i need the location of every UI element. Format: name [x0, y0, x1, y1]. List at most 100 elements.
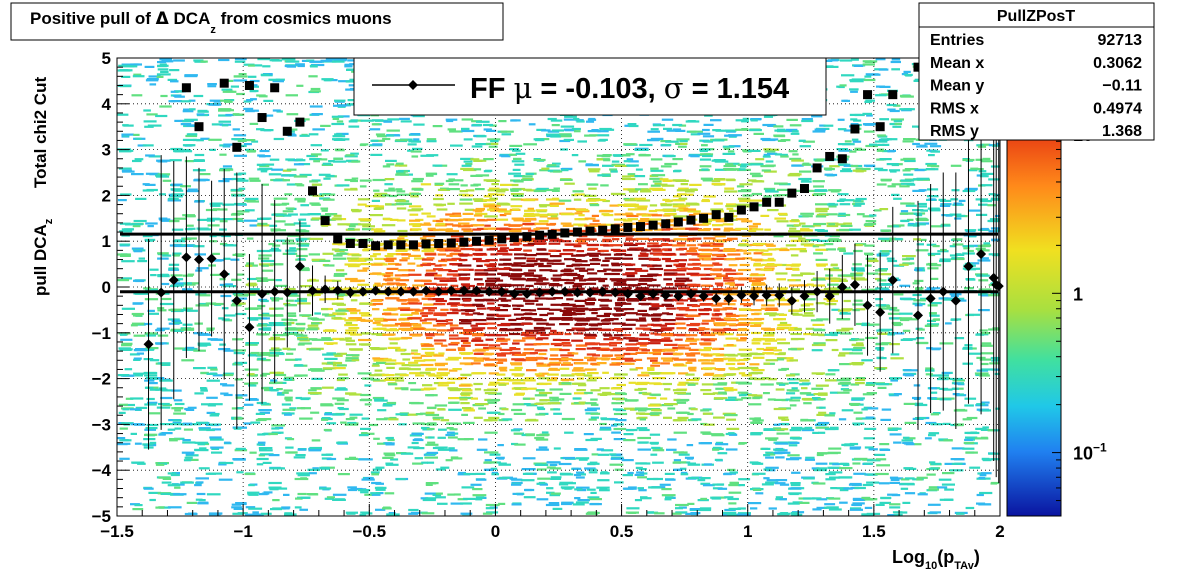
mean-point [421, 285, 432, 296]
sigma-point [673, 217, 683, 227]
y-tick-label: −4 [92, 461, 112, 480]
sigma-point [257, 113, 267, 123]
mean-point [824, 291, 835, 302]
sigma-point [711, 210, 721, 220]
sigma-point [308, 186, 318, 196]
mean-point [509, 288, 520, 299]
mean-point [837, 282, 848, 292]
mean-point [282, 287, 293, 298]
sigma-point [509, 233, 519, 243]
stats-label: Mean y [930, 78, 984, 95]
mean-point [408, 286, 419, 297]
sigma-point [345, 238, 355, 248]
mean-point [799, 291, 810, 302]
sigma-point [181, 83, 191, 93]
mean-point [484, 286, 495, 297]
mean-point [294, 261, 305, 272]
stats-label: Mean x [930, 55, 984, 72]
mean-point [736, 290, 747, 301]
y-tick-label: −5 [92, 507, 111, 526]
stats-value: 0.3062 [1093, 55, 1142, 72]
mean-point [345, 287, 356, 298]
sigma-point [333, 234, 343, 244]
mean-point [458, 285, 469, 296]
sigma-point [774, 197, 784, 207]
mean-point [875, 307, 886, 318]
sigma-point [635, 222, 645, 232]
x-tick-label: −1 [233, 522, 252, 541]
mean-point [749, 291, 760, 302]
stats-title: PullZPosT [997, 8, 1075, 25]
sigma-point [446, 238, 456, 248]
sigma-point [295, 117, 305, 127]
mean-point [723, 293, 734, 304]
title-box [10, 2, 504, 41]
mean-point [849, 279, 860, 290]
x-tick-label: −0.5 [353, 522, 387, 541]
mean-point [711, 293, 722, 304]
sigma-point [320, 216, 330, 226]
mean-point [585, 287, 596, 298]
mean-point [395, 286, 406, 297]
mean-point [925, 293, 936, 304]
x-tick-label: 2 [995, 522, 1004, 541]
mean-point [383, 286, 394, 297]
sigma-point [724, 212, 734, 222]
mean-point [433, 286, 444, 297]
sigma-point [648, 220, 658, 230]
y-axis-title: pull DCAz [31, 218, 55, 296]
sigma-point [598, 225, 608, 235]
colorbar-label: 10−1 [1073, 441, 1107, 464]
mean-point [862, 300, 873, 311]
stats-label: Entries [930, 32, 984, 49]
sigma-point [850, 124, 860, 134]
sigma-point [837, 154, 847, 164]
sigma-point [762, 197, 772, 207]
stats-label: RMS y [930, 123, 979, 140]
pull-heatmap [117, 58, 1000, 516]
mean-point [357, 286, 368, 297]
stats-value: −0.11 [1102, 78, 1142, 95]
sigma-point [560, 228, 570, 238]
sigma-point [270, 83, 280, 93]
y-tick-label: −1 [92, 324, 111, 343]
mean-point [993, 281, 1004, 292]
sigma-point [610, 224, 620, 234]
mean-point [648, 288, 659, 299]
sigma-point [572, 227, 582, 237]
sigma-point [383, 240, 393, 250]
sigma-series [181, 62, 923, 251]
mean-series [143, 89, 1004, 484]
sigma-point [371, 241, 381, 251]
stats-box [918, 2, 1155, 141]
mean-point [521, 288, 532, 299]
mean-point [887, 275, 898, 286]
mean-point [370, 285, 381, 296]
mean-point [610, 287, 621, 298]
sigma-point [358, 238, 368, 248]
sigma-point [736, 205, 746, 215]
sigma-point [497, 234, 507, 244]
mean-point [761, 290, 772, 301]
fit-lines [120, 232, 998, 294]
legend-diamond-marker [408, 80, 418, 90]
x-tick-label: 1 [743, 522, 752, 541]
mean-point [698, 291, 709, 302]
y-tick-label: 2 [102, 186, 111, 205]
sigma-point [244, 80, 254, 90]
mean-point [332, 285, 343, 296]
sigma-point [875, 122, 885, 132]
sigma-point [396, 240, 406, 250]
mean-point [193, 254, 204, 265]
mean-point [168, 275, 179, 286]
y-tick-label: 3 [102, 141, 111, 160]
mean-point [257, 288, 268, 299]
x-axis-title: Log10(pTAv) [892, 547, 980, 572]
mean-point [938, 286, 949, 297]
sigma-point [812, 163, 822, 173]
mean-point [496, 286, 507, 297]
y-tick-label: −2 [92, 370, 111, 389]
mean-point [446, 285, 457, 296]
mean-point [660, 290, 671, 301]
